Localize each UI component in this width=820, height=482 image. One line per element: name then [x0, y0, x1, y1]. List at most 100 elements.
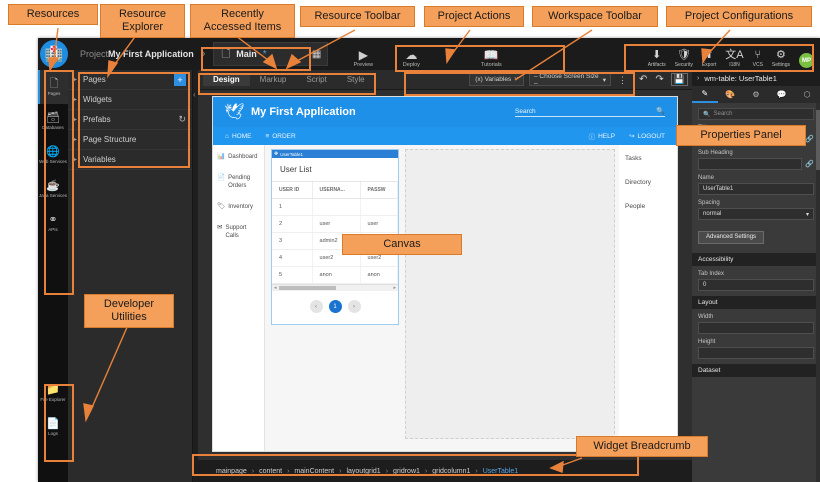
height-input[interactable] [698, 346, 814, 359]
right-menu-item-people[interactable]: People [625, 203, 646, 210]
sub-heading-input[interactable] [698, 158, 803, 170]
pager-prev-button[interactable]: ‹ [309, 300, 323, 313]
table-row[interactable]: 5 anon anon [272, 266, 399, 284]
save-icon[interactable]: 💾 [670, 73, 688, 86]
add-page-button[interactable]: + [174, 73, 186, 86]
nav-item-help[interactable]: ⓘ HELP [589, 131, 615, 142]
breadcrumb-item-maincontent[interactable]: mainContent [294, 467, 335, 475]
resource-row-label: Prefabs [83, 115, 111, 124]
properties-scroll-thumb[interactable] [816, 110, 820, 170]
left-menu-item-support-calls[interactable]: ✉ Support Calls [217, 224, 260, 240]
empty-grid-column[interactable] [405, 149, 615, 439]
tutorials-button[interactable]: 📖 Tutorials [474, 49, 508, 68]
table-row[interactable]: 1 [272, 198, 399, 216]
sidebar-item-databases[interactable]: 🗃 Databases [38, 104, 68, 138]
right-menu-item-tasks[interactable]: Tasks [625, 155, 642, 162]
nav-item-home[interactable]: ⌂ HOME [225, 133, 251, 140]
table-title: User List [272, 158, 398, 182]
field-height: Height [692, 339, 820, 359]
more-options-icon[interactable]: ⋮ [618, 74, 627, 85]
breadcrumb-item-gridcolumn1[interactable]: gridcolumn1 [432, 467, 471, 475]
properties-scrollbar[interactable] [816, 103, 820, 482]
nav-item-order[interactable]: ≡ ORDER [265, 133, 295, 140]
breadcrumb-item-mainpage[interactable]: mainpage [216, 467, 247, 475]
advanced-settings-button[interactable]: Advanced Settings [698, 230, 765, 244]
tab-design[interactable]: Design [203, 73, 250, 86]
sidebar-item-java-services[interactable]: ☕ Java Services [38, 172, 68, 206]
vcs-button[interactable]: ⑂ VCS [753, 50, 763, 69]
table-row[interactable]: 2 user user [272, 215, 399, 233]
selected-widget-usertable1[interactable]: ✥ UserTable1 User List USER ID USERNA...… [271, 149, 399, 325]
variables-label: (x) Variables [475, 76, 512, 83]
width-input[interactable] [698, 321, 814, 334]
sidebar-item-apis[interactable]: ⚭ APIs [38, 206, 68, 240]
spacing-value: normal [703, 211, 722, 217]
link-icon[interactable]: 🔗 [805, 136, 814, 143]
tab-index-input[interactable]: 0 [698, 278, 814, 291]
sidebar-item-pages[interactable]: 🗋 Pages [38, 70, 68, 104]
spacing-select[interactable]: normal ▾ [698, 208, 814, 220]
grid-view-icon[interactable]: ▦ [311, 48, 322, 60]
pager-page-1[interactable]: 1 [328, 300, 342, 313]
expand-panel-icon[interactable]: › [697, 74, 700, 82]
sidebar-item-logs[interactable]: 📄 Logs [38, 410, 68, 444]
security-button[interactable]: 🛡 Security [675, 50, 693, 69]
refresh-icon[interactable]: ↻ [178, 114, 186, 124]
sidebar-item-web-services[interactable]: 🌐 Web Services [38, 138, 68, 172]
widget-selection-bar[interactable]: ✥ UserTable1 [272, 150, 398, 158]
column-header-password[interactable]: PASSW [360, 182, 399, 199]
tab-markup[interactable]: Markup [259, 75, 287, 84]
export-button[interactable]: ⬆ Export [702, 50, 716, 69]
resource-row-page-structure[interactable]: ▸ Page Structure [68, 130, 192, 150]
resource-row-pages[interactable]: ▸ Pages + [68, 70, 192, 90]
tab-script[interactable]: Script [306, 75, 327, 84]
tab-advanced[interactable]: ⬡ [803, 90, 811, 99]
left-menu-item-dashboard[interactable]: 📊 Dashboard [217, 153, 260, 161]
breadcrumb-item-layoutgrid1[interactable]: layoutgrid1 [346, 467, 381, 475]
preview-button[interactable]: ▶ Preview [346, 49, 380, 68]
tab-behavior[interactable]: ⚙ [752, 90, 760, 99]
column-header-username[interactable]: USERNA... [312, 182, 361, 199]
sidebar-item-file-explorer[interactable]: 📁 File Explorer [38, 376, 68, 410]
breadcrumb-item-usertable1[interactable]: UserTable1 [482, 467, 519, 475]
tab-properties[interactable]: ✎ [692, 86, 718, 103]
cloud-upload-icon: ☁ [405, 48, 418, 62]
undo-icon[interactable]: ↶ [639, 74, 648, 85]
resource-row-prefabs[interactable]: ▸ Prefabs ↻ [68, 110, 192, 130]
settings-button[interactable]: ⚙ Settings [772, 50, 790, 69]
redo-icon[interactable]: ↷ [655, 74, 664, 85]
name-input[interactable]: UserTable1 [698, 183, 814, 195]
right-menu-item-directory[interactable]: Directory [625, 179, 652, 186]
tab-events[interactable]: 💬 [776, 90, 787, 99]
artifacts-button[interactable]: ⬇ Artifacts [648, 50, 666, 69]
project-label: ProjectMy First Application [80, 49, 194, 59]
avatar[interactable]: MP [799, 53, 814, 68]
table-horizontal-scrollbar[interactable]: ◂ ▸ [272, 284, 398, 291]
column-header-userid[interactable]: USER ID [272, 182, 313, 199]
breadcrumb-item-content[interactable]: content [259, 467, 283, 475]
link-icon[interactable]: 🔗 [805, 161, 814, 168]
left-menu-label: Inventory [228, 204, 253, 210]
screen-size-select[interactable]: – Choose Screen Size – ▾ [529, 73, 611, 87]
scroll-left-icon[interactable]: ◂ [274, 285, 277, 291]
collapse-explorer-handle[interactable]: ‹ [193, 90, 196, 99]
deploy-button[interactable]: ☁ Deploy [394, 49, 428, 68]
tab-style[interactable]: Style [346, 75, 365, 84]
left-menu-item-pending-orders[interactable]: 📄 Pending Orders [217, 174, 260, 190]
properties-search-input[interactable]: 🔍 Search [698, 108, 814, 120]
resource-row-variables[interactable]: ▸ Variables [68, 150, 192, 170]
left-menu-item-inventory[interactable]: 🏷 Inventory [217, 203, 260, 211]
scroll-thumb[interactable] [278, 286, 336, 290]
tab-styles[interactable]: 🎨 [725, 90, 736, 99]
breadcrumb-separator-icon: › [339, 467, 342, 475]
breadcrumb-item-gridrow1[interactable]: gridrow1 [393, 467, 420, 475]
pager-next-button[interactable]: › [347, 300, 361, 313]
preview-search-input[interactable]: Search 🔍 [515, 107, 665, 117]
i18n-button[interactable]: 文A I18N [725, 50, 743, 69]
scroll-right-icon[interactable]: ▸ [393, 285, 396, 291]
project-chevron-icon[interactable]: › [201, 48, 206, 60]
resource-row-widgets[interactable]: ▸ Widgets [68, 90, 192, 110]
canvas[interactable]: 🕊 My First Application Search 🔍 ⌂ HOME ≡… [198, 90, 692, 460]
move-handle-icon[interactable]: ✥ [274, 151, 279, 157]
nav-item-logout[interactable]: ↪ LOGOUT [629, 131, 665, 141]
